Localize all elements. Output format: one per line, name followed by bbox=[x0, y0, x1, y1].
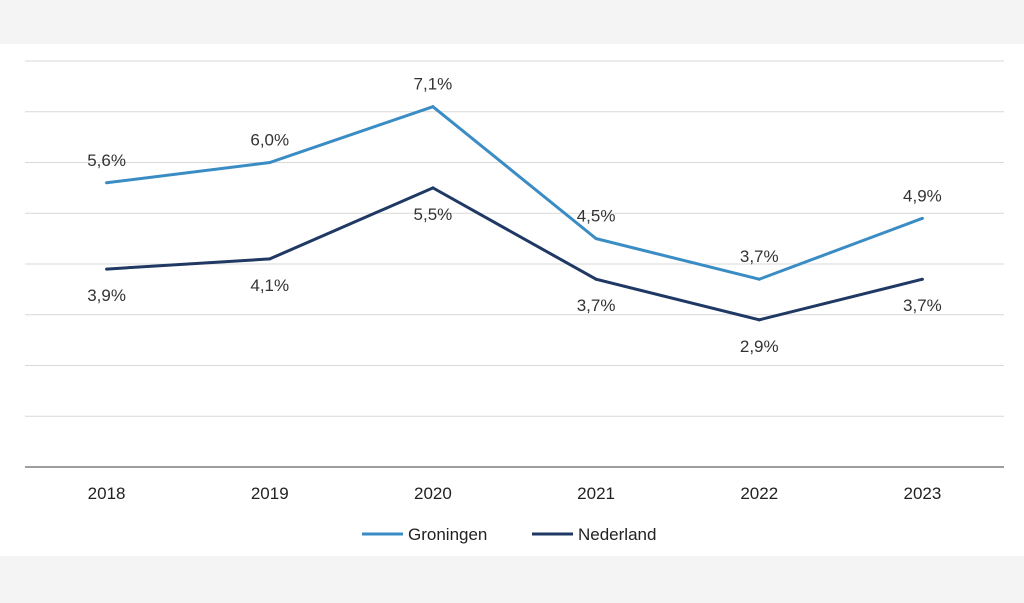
x-tick-label-2022: 2022 bbox=[740, 484, 778, 503]
data-point-nederland-2022 bbox=[757, 318, 761, 322]
series-line-nederland bbox=[106, 186, 923, 322]
data-label-nederland-2021: 3,7% bbox=[577, 296, 616, 315]
series-layer bbox=[105, 104, 924, 322]
data-point-nederland-2018 bbox=[105, 267, 109, 271]
data-point-nederland-2019 bbox=[268, 257, 272, 261]
x-axis-tick-labels: 2018 2019 2020 2021 2022 2023 bbox=[88, 484, 942, 503]
data-point-nederland-2020 bbox=[431, 186, 435, 190]
x-tick-label-2023: 2023 bbox=[904, 484, 942, 503]
legend-label-groningen: Groningen bbox=[408, 525, 487, 544]
data-label-groningen-2019: 6,0% bbox=[250, 131, 289, 150]
data-label-nederland-2018: 3,9% bbox=[87, 286, 126, 305]
legend-label-nederland: Nederland bbox=[578, 525, 656, 544]
data-point-groningen-2018 bbox=[105, 181, 109, 185]
data-label-groningen-2018: 5,6% bbox=[87, 151, 126, 170]
x-tick-label-2020: 2020 bbox=[414, 484, 452, 503]
data-point-groningen-2019 bbox=[268, 161, 272, 164]
data-point-nederland-2023 bbox=[920, 277, 924, 281]
data-label-nederland-2019: 4,1% bbox=[250, 276, 289, 295]
data-point-groningen-2023 bbox=[920, 216, 924, 220]
series-line-groningen bbox=[106, 104, 923, 281]
data-label-groningen-2020: 7,1% bbox=[414, 75, 453, 94]
data-label-nederland-2022: 2,9% bbox=[740, 337, 779, 356]
legend: Groningen Nederland bbox=[362, 525, 656, 544]
data-point-groningen-2021 bbox=[594, 237, 598, 241]
data-point-groningen-2020 bbox=[431, 105, 435, 109]
data-label-nederland-2020: 5,5% bbox=[414, 205, 453, 224]
data-point-groningen-2022 bbox=[757, 277, 761, 281]
data-label-nederland-2023: 3,7% bbox=[903, 296, 942, 315]
data-label-groningen-2021: 4,5% bbox=[577, 207, 616, 226]
data-label-groningen-2023: 4,9% bbox=[903, 186, 942, 205]
data-labels: 5,6% 6,0% 7,1% 4,5% 3,7% 4,9% 3,9% 4,1% 5,5% 3,7%… bbox=[87, 75, 942, 356]
x-tick-label-2021: 2021 bbox=[577, 484, 615, 503]
x-tick-label-2019: 2019 bbox=[251, 484, 289, 503]
data-label-groningen-2022: 3,7% bbox=[740, 247, 779, 266]
data-point-nederland-2021 bbox=[594, 277, 598, 281]
gridlines bbox=[25, 60, 1004, 417]
x-tick-label-2018: 2018 bbox=[88, 484, 126, 503]
